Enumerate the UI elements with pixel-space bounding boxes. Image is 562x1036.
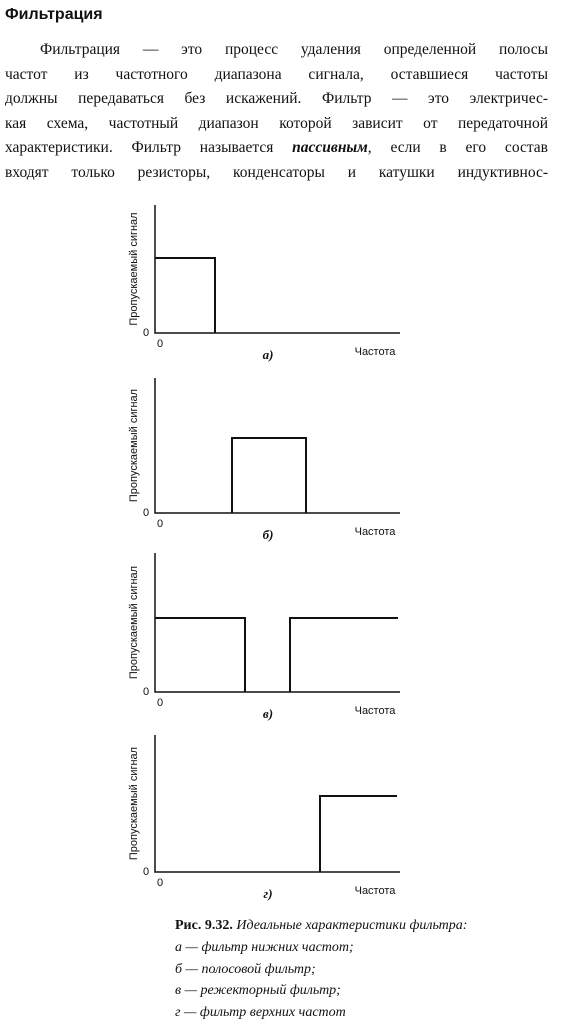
caption-item: г — фильтр верхних частот (175, 1005, 346, 1020)
paragraph: Фильтрация — это процесс удаления опреде… (5, 38, 548, 186)
response-curve (155, 257, 216, 333)
emphasis: пассивным (292, 139, 368, 157)
text-line: кая схема, частотный диапазон которой за… (5, 114, 548, 132)
caption-title: Идеальные характеристики фильтра: (236, 918, 468, 933)
panel-label: в) (263, 706, 273, 721)
y-axis-label: Пропускаемый сигнал (128, 389, 140, 502)
origin-label: 0 (143, 327, 149, 339)
origin-label: 0 (157, 338, 163, 350)
text: , если в его состав (367, 139, 548, 157)
axes (154, 553, 400, 693)
x-axis-label: Частота (355, 346, 397, 358)
y-axis-label: Пропускаемый сигнал (128, 212, 140, 325)
caption-line: Рис. 9.32. Идеальные характеристики филь… (175, 918, 467, 934)
panel-label: г) (263, 886, 272, 901)
y-axis-label: Пропускаемый сигнал (128, 566, 140, 679)
x-axis-label: Частота (355, 526, 397, 538)
origin-label: 0 (143, 686, 149, 698)
text: характеристики. Фильтр называется (5, 139, 274, 157)
y-axis-label: Пропускаемый сигнал (128, 747, 140, 860)
text-line: Фильтрация — это процесс удаления опреде… (40, 41, 548, 58)
text-line: частот из частотного диапазона сигнала, … (5, 65, 548, 83)
origin-label: 0 (157, 697, 163, 709)
response-curve (319, 795, 397, 872)
response-curve (155, 617, 398, 692)
text-line: характеристики. Фильтр называется пассив… (5, 136, 548, 161)
origin-label: 0 (157, 518, 163, 530)
origin-label: 0 (143, 866, 149, 878)
response-curve (231, 437, 307, 513)
axes (154, 205, 400, 334)
panel-label: а) (263, 347, 274, 362)
origin-label: 0 (143, 507, 149, 519)
x-axis-label: Частота (355, 705, 397, 717)
caption-number: Рис. 9.32. (175, 918, 233, 933)
caption-item: б — полосовой фильтр; (175, 962, 316, 977)
text-line: входят только резисторы, конденсаторы и … (5, 163, 548, 181)
axes (154, 735, 400, 873)
panel-label: б) (263, 527, 274, 542)
origin-label: 0 (157, 877, 163, 889)
caption-item: а — фильтр нижних частот; (175, 940, 354, 955)
x-axis-label: Частота (355, 885, 397, 897)
axes (154, 378, 400, 514)
text-line: должны передаваться без искажений. Фильт… (5, 90, 548, 108)
caption-item: в — режекторный фильтр; (175, 983, 341, 998)
section-title: Фильтрация (5, 6, 103, 23)
